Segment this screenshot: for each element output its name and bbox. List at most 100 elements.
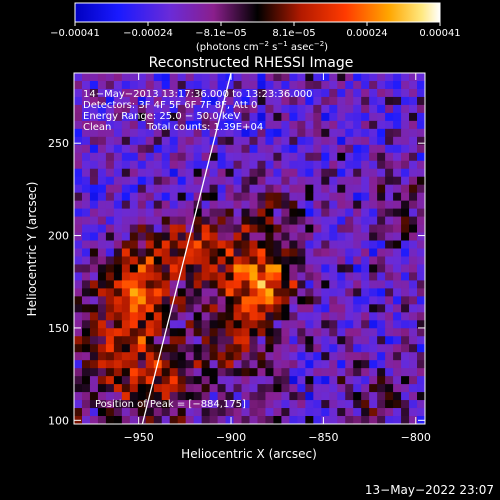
heatmap-cell xyxy=(74,352,83,361)
heatmap-cell xyxy=(97,344,107,353)
heatmap-cell xyxy=(225,280,234,289)
heatmap-cell xyxy=(169,240,179,249)
heatmap-cell xyxy=(337,160,346,170)
heatmap-cell xyxy=(337,408,346,417)
heatmap-cell xyxy=(74,336,83,345)
heatmap-cell xyxy=(137,328,147,337)
heatmap-cell xyxy=(417,280,425,289)
heatmap-cell xyxy=(89,360,99,369)
heatmap-cell xyxy=(153,416,163,424)
heatmap-cell xyxy=(193,376,203,385)
heatmap-cell xyxy=(137,352,147,361)
heatmap-cell xyxy=(345,384,354,393)
heatmap-cell xyxy=(313,392,322,401)
heatmap-cell xyxy=(417,248,425,257)
heatmap-cell xyxy=(121,328,131,337)
heatmap-cell xyxy=(89,96,99,106)
heatmap-cell xyxy=(153,280,163,289)
heatmap-cell xyxy=(313,368,322,377)
heatmap-cell xyxy=(74,120,83,130)
heatmap-cell xyxy=(225,400,234,409)
heatmap-cell xyxy=(377,248,386,257)
heatmap-cell xyxy=(137,112,147,122)
x-axis-label: Heliocentric X (arcsec) xyxy=(181,447,317,461)
heatmap-cell xyxy=(121,360,131,369)
heatmap-cell xyxy=(377,88,386,98)
heatmap-cell xyxy=(409,224,418,233)
heatmap-cell xyxy=(393,360,402,369)
heatmap-cell xyxy=(401,184,410,194)
heatmap-cell xyxy=(321,176,330,186)
heatmap-cell xyxy=(74,160,83,170)
heatmap-cell xyxy=(113,312,123,321)
heatmap-cell xyxy=(161,112,171,122)
heatmap-cell xyxy=(257,160,266,170)
heatmap-cell xyxy=(329,352,338,361)
heatmap-cell xyxy=(201,408,211,417)
heatmap-cell xyxy=(201,352,211,361)
heatmap-cell xyxy=(169,96,179,106)
heatmap-cell xyxy=(177,176,187,186)
annotation-block: 14−May−2013 13:17:36.000 to 13:23:36.000… xyxy=(83,89,313,133)
heatmap-cell xyxy=(113,152,123,162)
heatmap-cell xyxy=(385,144,394,154)
heatmap-cell xyxy=(225,344,234,353)
heatmap-cell xyxy=(401,112,410,122)
heatmap-cell xyxy=(361,152,370,162)
heatmap-cell xyxy=(313,168,322,178)
heatmap-cell xyxy=(201,288,211,297)
heatmap-cell xyxy=(225,104,234,114)
heatmap-cell xyxy=(185,184,195,194)
heatmap-cell xyxy=(401,288,410,297)
heatmap-cell xyxy=(193,408,203,417)
heatmap-cell xyxy=(113,264,123,273)
heatmap-cell xyxy=(385,88,394,98)
heatmap-cell xyxy=(121,344,131,353)
heatmap-cell xyxy=(417,88,425,98)
heatmap-cell xyxy=(161,376,171,385)
heatmap-cell xyxy=(129,240,139,249)
heatmap-cell xyxy=(89,112,99,122)
heatmap-cell xyxy=(265,336,274,345)
heatmap-cell xyxy=(113,400,123,409)
heatmap-cell xyxy=(273,328,282,337)
heatmap-cell xyxy=(74,208,83,217)
heatmap-cell xyxy=(289,320,298,329)
heatmap-cell xyxy=(225,240,234,249)
heatmap-cell xyxy=(409,208,418,217)
heatmap-cell xyxy=(337,288,346,297)
heatmap-cell xyxy=(145,272,155,281)
heatmap-cell xyxy=(321,192,330,202)
heatmap-cell xyxy=(313,80,322,90)
heatmap-cell xyxy=(257,280,266,289)
heatmap-cell xyxy=(225,248,234,257)
heatmap-cell xyxy=(145,280,155,289)
heatmap-cell xyxy=(393,384,402,393)
heatmap-cell xyxy=(81,240,91,249)
heatmap-cell xyxy=(353,144,362,154)
heatmap-cell xyxy=(265,256,274,265)
heatmap-cell xyxy=(161,192,171,202)
heatmap-cell xyxy=(369,368,378,377)
heatmap-cell xyxy=(305,280,314,289)
heatmap-cell xyxy=(361,176,370,186)
heatmap-cell xyxy=(137,320,147,329)
heatmap-cell xyxy=(273,160,282,170)
heatmap-cell xyxy=(337,376,346,385)
heatmap-cell xyxy=(401,80,410,90)
heatmap-cell xyxy=(193,392,203,401)
heatmap-cell xyxy=(185,320,195,329)
annotation-energy-range: Energy Range: 25.0 − 50.0 keV xyxy=(83,111,240,122)
heatmap-cell xyxy=(393,280,402,289)
heatmap-cell xyxy=(249,336,258,345)
heatmap-cell xyxy=(361,80,370,90)
heatmap-cell xyxy=(401,104,410,114)
heatmap-cell xyxy=(177,344,187,353)
heatmap-cell xyxy=(345,240,354,249)
heatmap-cell xyxy=(201,144,211,154)
heatmap-cell xyxy=(193,312,203,321)
heatmap-cell xyxy=(233,96,242,106)
heatmap-cell xyxy=(329,144,338,154)
heatmap-cell xyxy=(409,80,418,90)
heatmap-cell xyxy=(74,104,83,114)
